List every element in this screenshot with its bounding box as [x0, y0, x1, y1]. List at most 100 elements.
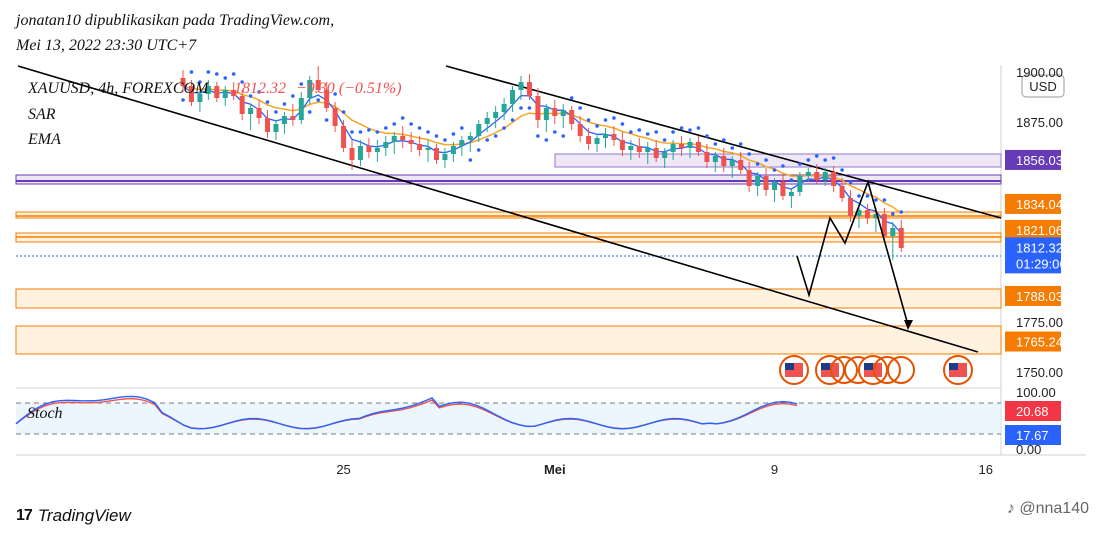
sar-dot	[874, 198, 878, 202]
symbol-label: XAUUSD, 4h, FOREXCOM	[27, 80, 210, 97]
sar-dot	[426, 130, 430, 134]
stoch-bottom-tick: 0.00	[1016, 442, 1041, 457]
sar-dot	[654, 130, 658, 134]
sar-dot	[519, 106, 523, 110]
stoch-k-tag	[1005, 401, 1061, 421]
candle-body	[839, 186, 845, 198]
sar-dot	[612, 116, 616, 120]
price-tag	[1005, 219, 1061, 240]
candle-body	[265, 118, 270, 132]
candle-body	[298, 98, 304, 120]
time-axis-ticks: 25 Mei 9 16	[336, 462, 993, 477]
sar-dot	[434, 134, 439, 138]
candle-body	[484, 118, 490, 124]
candle-body	[552, 108, 558, 116]
sar-dot	[451, 132, 456, 136]
sar-dot	[316, 98, 321, 102]
candle-body	[349, 148, 355, 160]
indicator-ema-label: EMA	[27, 131, 61, 148]
candle-body	[383, 142, 389, 148]
sar-dot	[358, 130, 363, 134]
sar-dot	[781, 164, 785, 168]
candle-body	[814, 172, 820, 180]
candle-body	[704, 152, 710, 162]
candle-body	[434, 148, 439, 160]
channel-upper-line[interactable]	[445, 65, 1002, 219]
sar-dot	[722, 138, 726, 142]
sar-dot	[350, 130, 354, 134]
price-tick-label: 1900.00	[1016, 65, 1063, 80]
footer-brand[interactable]: 17 TradingView	[16, 506, 131, 526]
us-flag-event-icon[interactable]	[858, 355, 915, 385]
time-tick-label: 25	[336, 462, 350, 477]
sar-dot	[392, 122, 397, 126]
sar-dot	[705, 134, 709, 138]
us-flag-event-icon[interactable]	[779, 355, 809, 385]
candle-body	[822, 172, 828, 180]
economic-events[interactable]	[779, 355, 973, 385]
candle-body	[611, 134, 617, 140]
projection-path[interactable]	[796, 179, 909, 326]
indicator-sar-label: SAR	[28, 106, 56, 123]
sar-dot	[772, 168, 777, 172]
sar-dot	[755, 162, 760, 166]
sar-dot	[865, 194, 870, 198]
us-flag-event-icon[interactable]	[815, 355, 872, 385]
candle-body	[324, 90, 330, 108]
price-tag-label: 1856.03	[1016, 153, 1063, 168]
flag-canton	[864, 363, 873, 370]
price-tag	[1005, 149, 1061, 170]
candle-body	[805, 172, 811, 176]
projection-arrowhead	[904, 320, 913, 330]
sar-dot	[375, 130, 380, 134]
us-flag-event-icon[interactable]	[943, 355, 973, 385]
sar-dot	[324, 118, 329, 122]
candle-body	[315, 80, 321, 90]
sar-dot	[637, 128, 642, 132]
brand-name: TradingView	[37, 506, 131, 525]
price-tag-label: 1788.03	[1016, 289, 1063, 304]
sar-dot	[417, 126, 422, 130]
flag-canton	[949, 363, 958, 370]
sar-dot	[603, 118, 608, 122]
sar-dot	[299, 82, 304, 86]
sar-dot	[215, 72, 219, 76]
price-tag-label: 1834.04	[1016, 197, 1063, 212]
candle-body	[788, 192, 794, 196]
sar-dot	[764, 158, 768, 162]
candle-body	[501, 104, 507, 112]
sar-dot	[341, 110, 346, 114]
zone-1788	[15, 288, 1002, 309]
candle-body	[222, 90, 228, 98]
sar-dot	[536, 134, 540, 138]
sar-dot	[814, 154, 819, 158]
sar-dot	[510, 118, 515, 122]
candle-body	[603, 134, 608, 138]
sar-dot	[738, 142, 743, 146]
candle-body	[197, 94, 203, 102]
candle-body	[695, 142, 701, 152]
flag-canton	[821, 363, 830, 370]
sar-dot	[189, 70, 194, 74]
sar-dot	[789, 178, 794, 182]
sar-dot	[806, 158, 811, 162]
price-tag	[1005, 331, 1061, 352]
sar-dot	[206, 70, 211, 74]
candle-body	[687, 142, 693, 148]
sar-dot	[248, 94, 253, 98]
sar-dot	[400, 116, 405, 120]
candle-body	[780, 182, 786, 196]
sar-dot	[586, 118, 591, 122]
sar-dot	[231, 72, 236, 76]
sar-dot	[747, 152, 751, 156]
candle-body	[408, 140, 414, 144]
price-tag-countdown: 01:29:06	[1016, 256, 1067, 271]
currency-button[interactable]	[1021, 74, 1065, 98]
sar-dot	[274, 110, 278, 114]
channel-lower-line[interactable]	[17, 65, 979, 353]
stoch-d-tag	[1005, 425, 1061, 445]
sar-dot	[645, 132, 650, 136]
time-tick-label: Mei	[544, 462, 566, 477]
